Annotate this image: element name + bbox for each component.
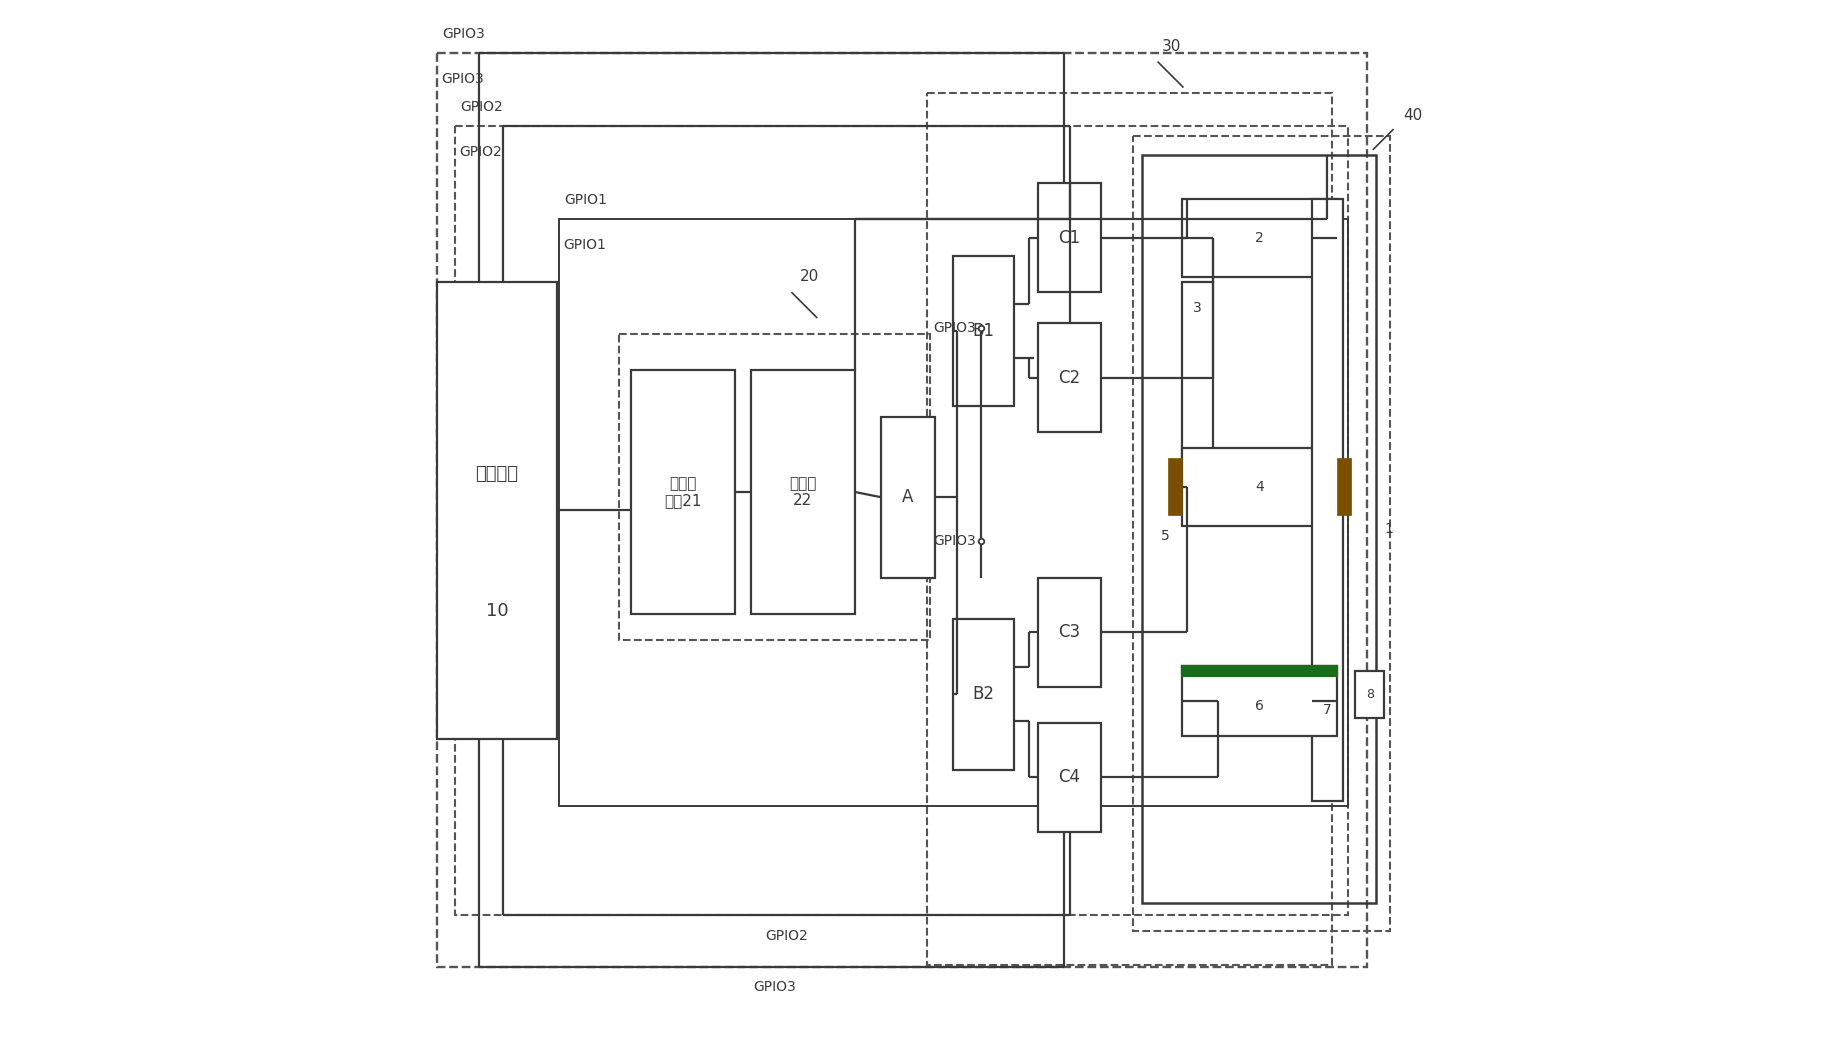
Text: GPIO3: GPIO3	[754, 981, 796, 994]
Bar	[631, 370, 735, 614]
Bar	[455, 126, 1348, 915]
Text: 30: 30	[1163, 39, 1181, 53]
Text: 10: 10	[486, 602, 508, 619]
Text: 20: 20	[800, 269, 820, 284]
Bar	[954, 256, 1014, 406]
Text: 微处理器: 微处理器	[475, 464, 519, 483]
Bar	[1038, 324, 1100, 432]
Text: C1: C1	[1058, 229, 1080, 247]
Text: 5: 5	[1161, 529, 1170, 543]
Bar	[436, 282, 558, 738]
Text: 6: 6	[1254, 700, 1264, 713]
Bar	[1355, 671, 1385, 717]
Bar	[928, 93, 1331, 965]
Bar	[1133, 136, 1390, 931]
Text: 数模转
换器21: 数模转 换器21	[664, 476, 702, 508]
Text: C2: C2	[1058, 369, 1080, 387]
Text: A: A	[902, 488, 913, 506]
Bar	[1038, 183, 1100, 293]
Text: GPIO1: GPIO1	[565, 193, 607, 207]
Bar	[954, 619, 1014, 769]
Text: 4: 4	[1254, 480, 1264, 493]
Bar	[1181, 666, 1337, 677]
Text: GPIO2: GPIO2	[460, 100, 503, 113]
Bar	[1038, 722, 1100, 832]
Text: GPIO3: GPIO3	[442, 72, 484, 86]
Text: B1: B1	[972, 322, 994, 340]
Text: GPIO2: GPIO2	[458, 145, 503, 158]
Bar	[880, 416, 935, 578]
Bar	[1038, 578, 1100, 687]
Bar	[436, 53, 1366, 967]
Text: 3: 3	[1192, 301, 1201, 314]
Text: C3: C3	[1058, 624, 1080, 641]
Bar	[1181, 666, 1337, 736]
Text: GPIO3: GPIO3	[934, 322, 976, 335]
Bar	[1143, 155, 1376, 903]
Bar	[1311, 199, 1342, 801]
Text: 40: 40	[1403, 108, 1421, 123]
Bar	[750, 370, 855, 614]
Text: 1: 1	[1385, 522, 1394, 536]
Bar	[1181, 199, 1337, 277]
Text: C4: C4	[1058, 768, 1080, 786]
Text: GPIO2: GPIO2	[765, 929, 807, 942]
Text: 7: 7	[1322, 704, 1331, 717]
Bar	[559, 220, 1348, 806]
Text: GPIO3: GPIO3	[442, 27, 486, 41]
Text: 2: 2	[1254, 231, 1264, 245]
Text: GPIO3: GPIO3	[934, 534, 976, 549]
Text: 8: 8	[1366, 688, 1374, 701]
Bar	[620, 333, 930, 640]
Text: 缓冲器
22: 缓冲器 22	[789, 476, 816, 508]
Bar	[1168, 458, 1181, 515]
Bar	[1181, 448, 1337, 526]
Text: GPIO1: GPIO1	[563, 238, 605, 252]
Bar	[1337, 458, 1352, 515]
Text: B2: B2	[972, 685, 994, 704]
Bar	[1181, 282, 1212, 505]
